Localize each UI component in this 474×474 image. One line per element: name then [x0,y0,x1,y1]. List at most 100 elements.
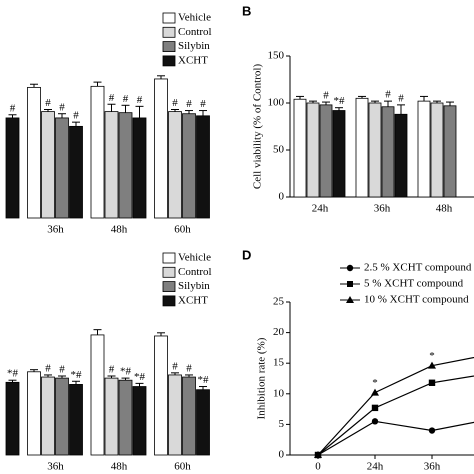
y-tick-label: 150 [268,50,285,62]
x-tick-label: 24h [312,203,329,215]
legend-label: 10 % XCHT compound [364,294,469,306]
x-tick-label: 48h [436,203,453,215]
panel-label: B [242,3,251,18]
legend-label: XCHT [178,294,208,306]
significance-marker: *# [71,369,83,381]
bar [55,377,69,456]
y-tick-label: 20 [273,326,285,338]
point [314,451,322,458]
significance-marker: *# [334,95,346,107]
legend-label: 2.5 % XCHT compound [364,262,472,274]
significance-marker: # [323,90,329,102]
bar [104,111,119,219]
bar [41,111,55,219]
bar [90,334,105,456]
legend-swatch [162,12,176,24]
y-tick-label: 25 [273,296,285,308]
significance-marker: # [45,362,51,374]
significance-marker: # [186,362,192,374]
bar [168,374,182,456]
bar [5,381,20,456]
bar [417,100,431,198]
bar [118,379,133,456]
bar [355,97,369,198]
significance-marker: # [385,89,391,101]
bar [196,115,210,219]
x-tick-label: 60h [174,224,191,236]
bar [293,98,307,198]
y-tick-label: 0 [279,449,285,461]
legend-label: Silybin [178,40,210,52]
significance-marker: # [200,98,206,110]
significance-marker: *# [7,368,19,380]
y-tick-label: 0 [279,191,285,203]
series-line [317,420,474,456]
bar [104,377,119,456]
series-line [317,356,474,456]
significance-marker: # [137,94,143,106]
significance-marker: * [429,350,435,362]
point [371,404,379,412]
series-line [317,375,474,456]
bar [306,102,320,198]
significance-marker: # [398,92,404,104]
bar [5,117,20,219]
bar [196,389,210,456]
significance-marker: # [123,93,129,105]
significance-marker: # [45,97,51,109]
bar [69,384,83,456]
point [428,361,436,369]
legend-swatch [162,252,176,264]
bar [168,111,182,219]
bar [332,110,346,198]
bar [154,78,168,219]
bar [182,113,196,219]
significance-marker: # [10,102,16,114]
bar [154,335,168,456]
legend-swatch [162,41,176,52]
significance-marker: * [372,377,378,389]
x-tick-label: 48h [111,461,128,473]
bar [27,371,41,456]
bar [381,106,395,198]
significance-marker: # [59,364,65,376]
legend-swatch [162,281,176,293]
x-tick-label: 36h [374,203,391,215]
bar [182,376,196,456]
significance-marker: *# [198,374,210,386]
bar [55,117,69,219]
significance-marker: # [109,364,115,376]
legend-swatch [162,295,176,307]
bar [132,386,147,456]
y-tick-label: 5 [279,418,285,430]
significance-marker: # [172,97,178,109]
legend-swatch [162,26,176,38]
x-tick-label: 48h [111,224,128,236]
legend-label: Silybin [178,280,210,292]
point [371,388,379,396]
y-tick-label: 50 [273,144,285,156]
y-tick-label: 15 [273,357,285,369]
legend-label: Vehicle [178,252,211,264]
legend-label: Control [178,266,212,278]
bar [41,376,55,456]
point [428,379,436,386]
bar [430,102,444,198]
legend-marker [346,264,354,272]
legend-marker [346,296,354,303]
point [428,427,436,434]
x-tick-label: 36h [424,461,441,473]
point [371,418,379,425]
significance-marker: # [172,360,178,372]
bar [132,117,147,219]
bar [69,125,83,219]
y-axis-label: Cell viability (% of Control) [252,64,264,190]
bar [90,85,105,219]
y-axis-label: Inhibition rate (%) [256,337,268,419]
legend-label: Control [178,26,212,38]
legend-label: 5 % XCHT compound [364,278,464,290]
y-tick-label: 10 [273,387,285,399]
x-tick-label: 60h [174,461,191,473]
bar [319,104,333,198]
